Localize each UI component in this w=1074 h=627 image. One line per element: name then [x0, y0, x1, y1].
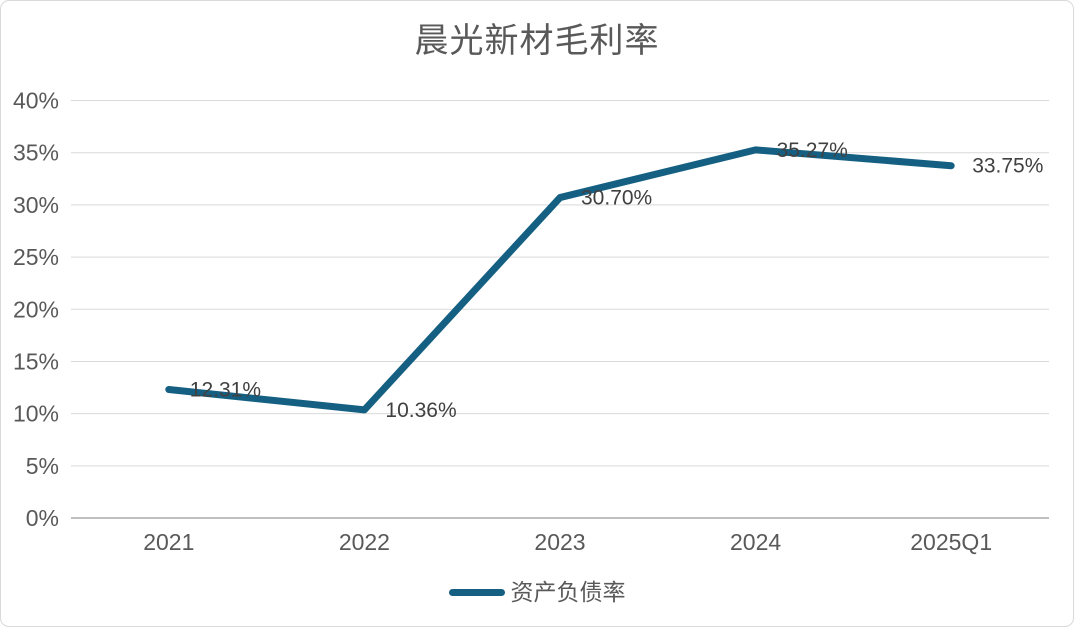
y-axis-tick-label: 0% [26, 505, 59, 531]
y-axis-tick-label: 15% [13, 348, 59, 374]
x-axis-tick-label: 2023 [534, 529, 585, 555]
legend-label: 资产负债率 [510, 579, 626, 605]
y-axis-tick-label: 10% [13, 401, 59, 427]
y-axis-tick-label: 35% [13, 140, 59, 166]
x-axis-tick-label: 2021 [143, 529, 194, 555]
data-point-label: 10.36% [385, 399, 456, 422]
x-axis-tick-label: 2025Q1 [910, 529, 992, 555]
y-axis-tick-label: 20% [13, 296, 59, 322]
data-point-label: 33.75% [972, 155, 1043, 178]
x-axis-tick-label: 2024 [730, 529, 781, 555]
chart-legend: 资产负债率 [1, 580, 1073, 604]
y-axis-tick-label: 40% [13, 88, 59, 114]
y-axis-tick-label: 25% [13, 244, 59, 270]
data-point-label: 35.27% [777, 139, 848, 162]
data-point-label: 30.70% [581, 187, 652, 210]
legend-line-swatch [448, 588, 505, 596]
y-axis-tick-label: 5% [26, 453, 59, 479]
data-point-label: 12.31% [190, 379, 261, 402]
data-series-line [165, 146, 955, 414]
y-axis-tick-label: 30% [13, 192, 59, 218]
chart-title: 晨光新材毛利率 [414, 22, 660, 60]
x-axis-tick-label: 2022 [339, 529, 390, 555]
